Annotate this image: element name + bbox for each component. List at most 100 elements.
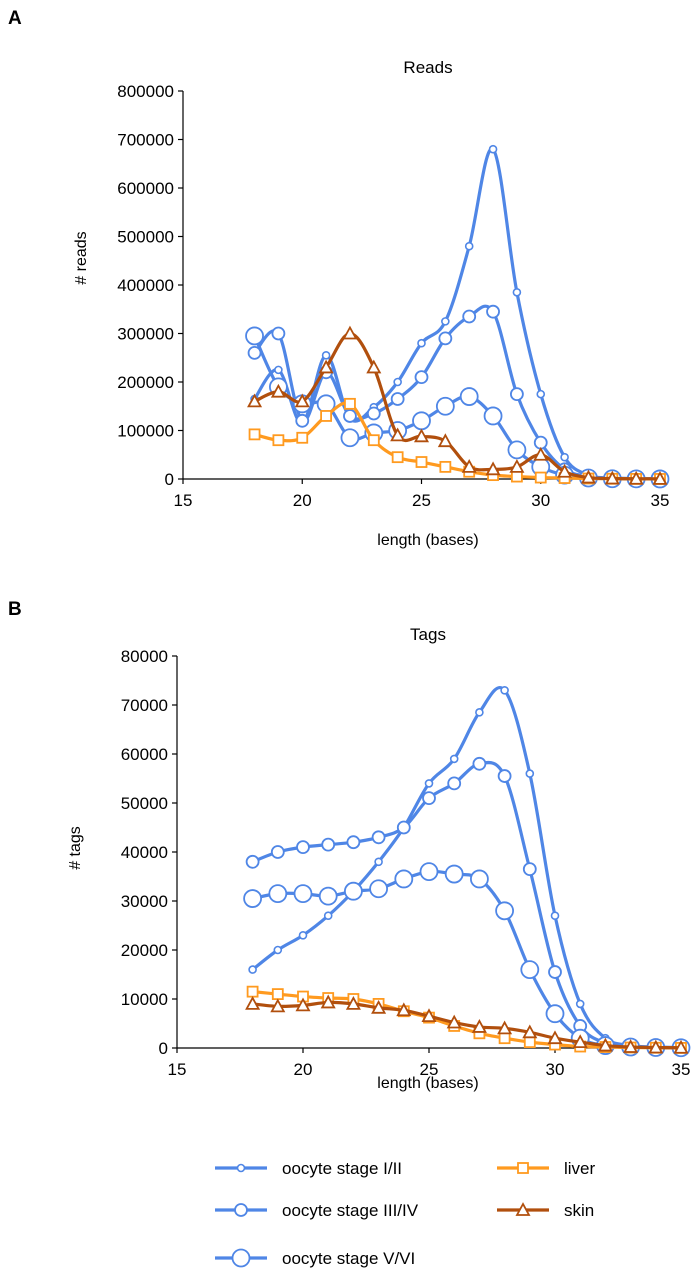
- panel-a-xtick-label: 35: [651, 491, 670, 510]
- panel-a-data-point: [318, 359, 334, 374]
- panel-b-data-point: [498, 1032, 511, 1045]
- panel-b-ytick-label: 0: [159, 1039, 168, 1058]
- legend-swatch-marker: [517, 1162, 529, 1174]
- panel-b-ylabel: # tags: [67, 826, 84, 870]
- panel-a-ytick-label: 700000: [117, 131, 174, 150]
- legend-item: oocyte stage III/IV: [215, 1201, 419, 1220]
- panel-b-xtick-label: 20: [294, 1060, 313, 1079]
- panel-a-ytick-label: 600000: [117, 179, 174, 198]
- panel-a-data-point: [391, 451, 404, 464]
- panel-a-letter: A: [8, 8, 22, 29]
- legend-label: oocyte stage III/IV: [282, 1201, 419, 1220]
- panel-a-data-point: [438, 331, 453, 346]
- panel-b-data-point: [550, 911, 560, 921]
- panel-b-data-point: [396, 820, 411, 835]
- panel-b-tags-chart: B Tags length (bases) # tags 0 10000 20000…: [8, 599, 690, 1092]
- panel-b-ytick-label: 10000: [121, 990, 168, 1009]
- panel-a-data-point: [459, 387, 479, 406]
- panel-b-xtick-label: 25: [420, 1060, 439, 1079]
- panel-a-xtick-label: 20: [293, 491, 312, 510]
- panel-a-data-point: [344, 397, 356, 410]
- panel-b-data-point: [318, 886, 338, 906]
- panel-a-series-skin: [247, 325, 668, 485]
- legend-item: skin: [497, 1201, 594, 1220]
- panel-a-data-point: [393, 377, 402, 387]
- panel-a-data-point: [414, 370, 429, 385]
- panel-b-series-line: [251, 686, 683, 1050]
- panel-b-data-point: [246, 985, 259, 998]
- panel-b-ytick-label: 80000: [121, 647, 168, 666]
- panel-b-data-point: [343, 881, 363, 901]
- panel-b-data-point: [525, 769, 535, 778]
- panel-b-data-point: [268, 884, 288, 904]
- panel-b-ytick-label: 40000: [121, 843, 168, 862]
- panel-a-data-point: [604, 470, 620, 485]
- panel-a-data-point: [580, 469, 596, 484]
- panel-a-series-oocyte-stage-v-vi: [245, 326, 670, 489]
- legend-item: oocyte stage V/VI: [215, 1248, 415, 1268]
- panel-a-ytick-label: 200000: [117, 373, 174, 392]
- legend: oocyte stage I/II oocyte stage III/IV oocy…: [215, 1159, 596, 1268]
- panel-b-data-point: [422, 791, 436, 805]
- panel-b-series-skin: [245, 994, 689, 1054]
- panel-a-data-point: [390, 392, 405, 406]
- panel-b-ytick-label: 20000: [121, 941, 168, 960]
- panel-a-ytick-label: 800000: [117, 82, 174, 101]
- panel-a-data-point: [417, 338, 426, 348]
- panel-a-series-oocyte-stage-i-ii: [250, 144, 665, 484]
- panel-a-data-point: [486, 304, 500, 319]
- legend-item: liver: [497, 1159, 596, 1178]
- panel-a-data-point: [294, 393, 310, 408]
- panel-b-series-oocyte-stage-iii-iv: [245, 756, 688, 1055]
- panel-a-data-point: [270, 383, 286, 398]
- panel-a-data-point: [415, 456, 428, 468]
- panel-a-data-point: [274, 365, 283, 375]
- panel-b-data-point: [446, 1014, 462, 1029]
- panel-a-ytick-label: 100000: [117, 422, 174, 441]
- panel-a-series-liver: [248, 397, 666, 485]
- panel-a-data-point: [509, 458, 525, 473]
- panel-a-data-point: [485, 461, 501, 476]
- panel-b-data-point: [271, 988, 284, 1000]
- panel-b-xtick-label: 30: [546, 1060, 565, 1079]
- panel-b-data-point: [273, 945, 283, 955]
- panel-a-data-point: [343, 409, 357, 423]
- panel-b-data-point: [374, 857, 383, 867]
- panel-a-data-point: [342, 325, 358, 340]
- panel-a-data-point: [245, 326, 264, 346]
- panel-b-ytick-label: 30000: [121, 892, 168, 911]
- panel-a-data-point: [367, 434, 380, 447]
- panel-b-ytick-label: 50000: [121, 794, 168, 813]
- panel-b-data-point: [648, 1039, 664, 1054]
- panel-a-xtick-label: 30: [531, 491, 550, 510]
- panel-b-series-line: [251, 1000, 683, 1050]
- panel-b-data-point: [371, 999, 387, 1014]
- panel-b-data-point: [298, 930, 308, 940]
- legend-label: liver: [564, 1159, 596, 1178]
- panel-a-data-point: [483, 406, 503, 426]
- panel-b-data-point: [471, 1019, 487, 1033]
- panel-a-data-point: [441, 317, 450, 326]
- legend-swatch-marker: [234, 1203, 248, 1217]
- panel-a-series-line: [252, 334, 662, 481]
- panel-b-xtick-label: 35: [672, 1060, 691, 1079]
- panel-a-data-point: [464, 241, 474, 251]
- panel-a-data-point: [534, 471, 547, 484]
- panel-a-data-point: [390, 427, 406, 442]
- panel-a-data-point: [247, 393, 263, 408]
- panel-b-letter: B: [8, 599, 22, 620]
- panel-a-data-point: [340, 428, 360, 448]
- panel-a-xtick-label: 25: [412, 491, 431, 510]
- panel-b-data-point: [522, 862, 537, 877]
- panel-b-data-point: [371, 830, 386, 845]
- panel-a-data-point: [536, 389, 546, 399]
- panel-a-xtick-label: 15: [174, 491, 193, 510]
- panel-a-data-point: [510, 470, 523, 483]
- panel-a-data-point: [296, 431, 309, 444]
- panel-b-data-point: [547, 1030, 563, 1045]
- panel-b-data-point: [424, 779, 434, 788]
- panel-a-data-point: [271, 326, 286, 341]
- panel-a-data-point: [435, 396, 455, 416]
- panel-a-ytick-label: 400000: [117, 276, 174, 295]
- panel-a-data-point: [412, 411, 431, 431]
